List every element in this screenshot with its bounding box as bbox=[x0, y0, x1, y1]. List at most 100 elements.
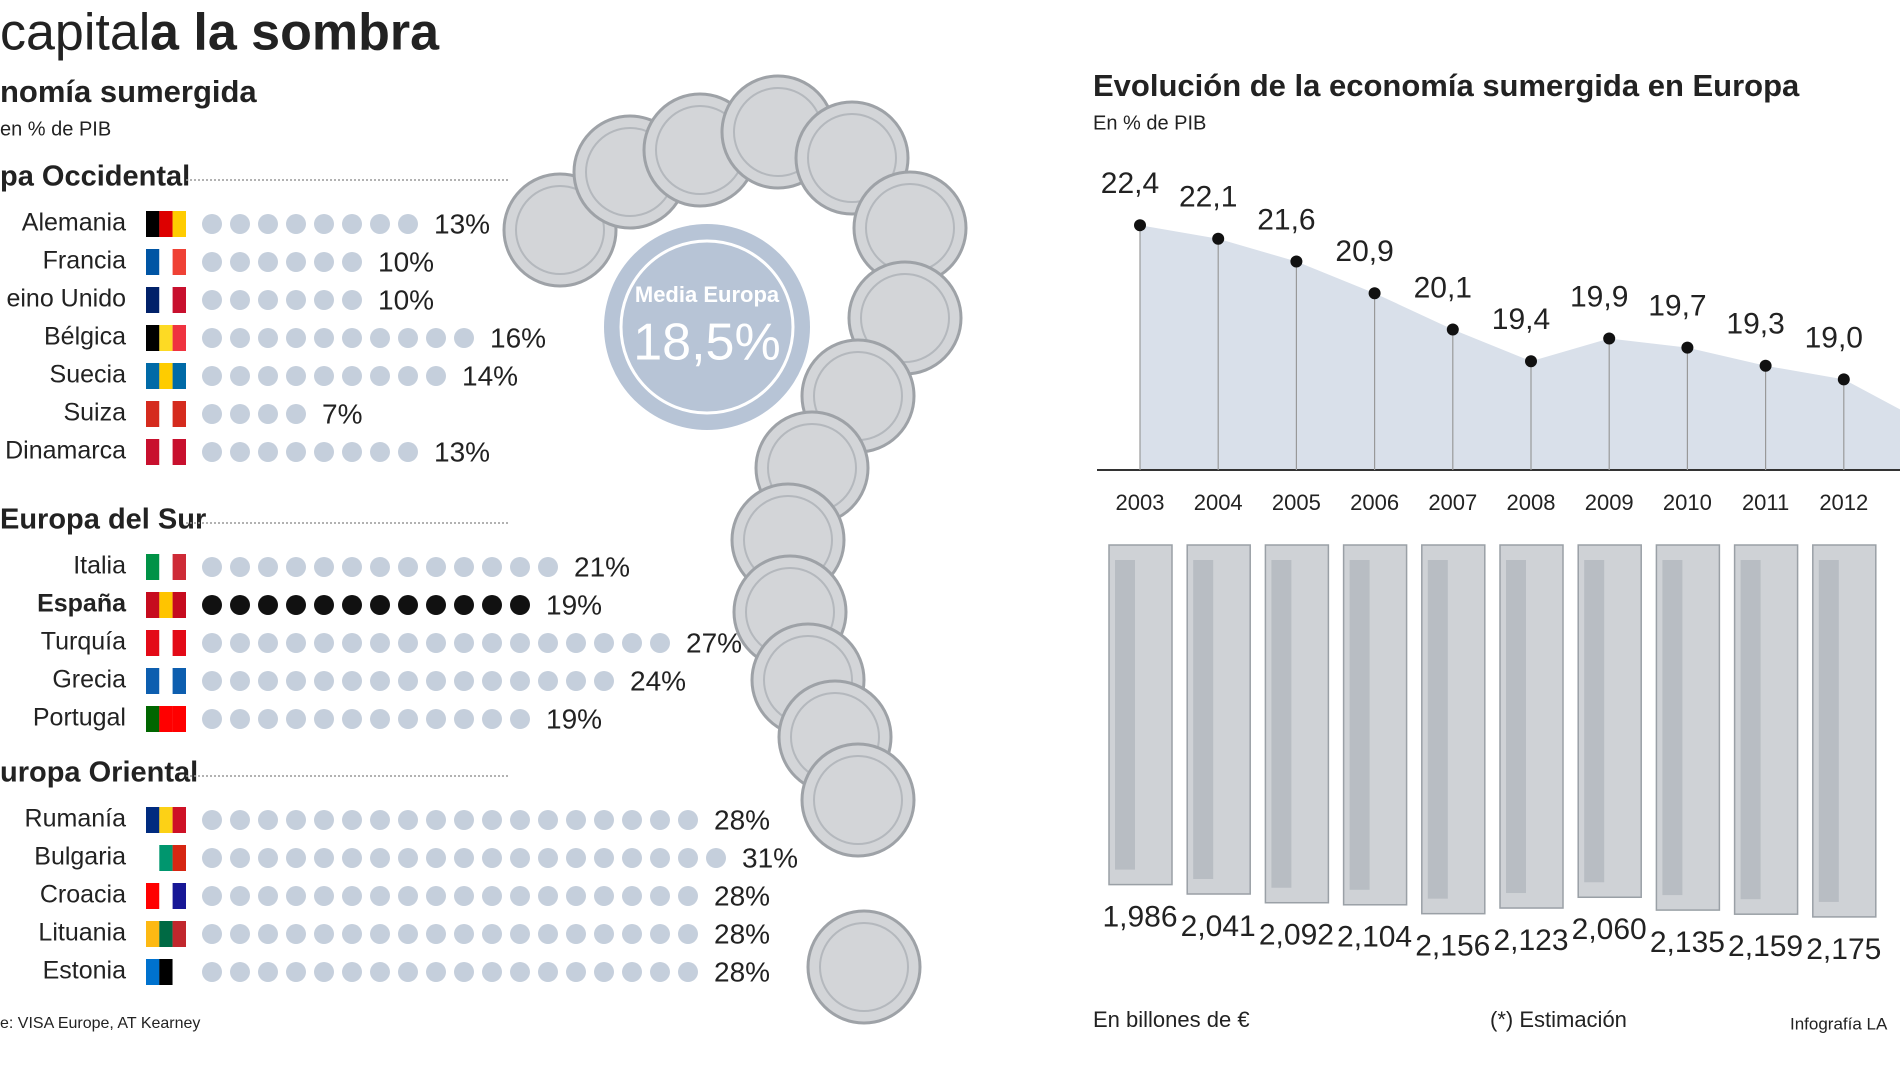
dot bbox=[482, 633, 502, 653]
dot bbox=[398, 214, 418, 234]
dot bbox=[258, 404, 278, 424]
dot bbox=[398, 886, 418, 906]
dot bbox=[258, 810, 278, 830]
left-subtitle: en % de PIB bbox=[0, 118, 111, 140]
group-header: Europa del Sur bbox=[0, 504, 206, 536]
banknote-shade bbox=[1271, 560, 1292, 888]
flag bbox=[159, 959, 173, 985]
dot bbox=[398, 595, 418, 615]
amount-label: 2,159 bbox=[1728, 930, 1803, 963]
value-label: 10% bbox=[378, 246, 434, 277]
dot bbox=[258, 328, 278, 348]
dot bbox=[398, 442, 418, 462]
point bbox=[1446, 323, 1459, 336]
dot bbox=[202, 557, 222, 577]
dot bbox=[650, 810, 670, 830]
dot bbox=[314, 366, 334, 386]
dot bbox=[286, 709, 306, 729]
dot bbox=[510, 886, 530, 906]
flag bbox=[172, 921, 186, 947]
dot bbox=[314, 557, 334, 577]
dot bbox=[314, 810, 334, 830]
dot bbox=[398, 848, 418, 868]
flag bbox=[172, 592, 186, 618]
flag bbox=[172, 249, 186, 275]
point bbox=[1212, 232, 1225, 245]
dot bbox=[286, 595, 306, 615]
point-label: 19,4 bbox=[1492, 303, 1550, 336]
dot bbox=[510, 709, 530, 729]
amount-label: 2,175 bbox=[1806, 933, 1881, 966]
dot bbox=[538, 886, 558, 906]
value-label: 7% bbox=[322, 398, 362, 429]
dot bbox=[202, 404, 222, 424]
dot bbox=[398, 328, 418, 348]
dot bbox=[538, 924, 558, 944]
dot bbox=[230, 404, 250, 424]
dot bbox=[426, 709, 446, 729]
dot bbox=[510, 924, 530, 944]
country-label: Italia bbox=[73, 552, 126, 580]
flag bbox=[146, 807, 160, 833]
dot bbox=[398, 633, 418, 653]
point-label: 20,1 bbox=[1414, 271, 1472, 304]
dot bbox=[286, 633, 306, 653]
dot bbox=[258, 886, 278, 906]
dot bbox=[398, 924, 418, 944]
amount-label: 2,092 bbox=[1259, 919, 1334, 952]
dot bbox=[510, 595, 530, 615]
dot bbox=[426, 810, 446, 830]
flag bbox=[159, 668, 173, 694]
dot bbox=[482, 962, 502, 982]
dot bbox=[230, 252, 250, 272]
group-header: uropa Oriental bbox=[0, 757, 198, 789]
dot bbox=[286, 404, 306, 424]
dot bbox=[594, 962, 614, 982]
banknote-shade bbox=[1662, 560, 1683, 896]
dot bbox=[454, 633, 474, 653]
dot bbox=[370, 366, 390, 386]
dot bbox=[566, 924, 586, 944]
point bbox=[1759, 359, 1772, 372]
dot bbox=[342, 633, 362, 653]
credit: Infografía LA bbox=[1790, 1014, 1888, 1033]
dot bbox=[398, 810, 418, 830]
flag bbox=[159, 706, 173, 732]
year-label: 2010 bbox=[1663, 490, 1712, 515]
dot bbox=[314, 848, 334, 868]
dot bbox=[398, 671, 418, 691]
banknote-shade bbox=[1193, 560, 1214, 880]
group-header: pa Occidental bbox=[0, 161, 190, 193]
country-label: Estonia bbox=[43, 957, 126, 985]
point bbox=[1134, 219, 1146, 232]
banknote-shade bbox=[1115, 560, 1135, 870]
banknote-shade bbox=[1818, 560, 1839, 902]
dot bbox=[286, 886, 306, 906]
dot bbox=[622, 810, 642, 830]
coin bbox=[800, 742, 916, 858]
dot bbox=[622, 848, 642, 868]
dot bbox=[202, 671, 222, 691]
point-label: 19,7 bbox=[1648, 290, 1706, 323]
dot bbox=[342, 810, 362, 830]
flag bbox=[159, 401, 173, 427]
dot bbox=[314, 709, 334, 729]
dot bbox=[202, 252, 222, 272]
flag bbox=[146, 630, 160, 656]
flag bbox=[172, 287, 186, 313]
flag bbox=[146, 883, 160, 909]
dot bbox=[454, 557, 474, 577]
dot bbox=[538, 810, 558, 830]
flag bbox=[172, 211, 186, 237]
dot bbox=[454, 810, 474, 830]
dot bbox=[566, 886, 586, 906]
dot bbox=[594, 633, 614, 653]
dot bbox=[622, 633, 642, 653]
country-label: Dinamarca bbox=[5, 437, 126, 465]
value-label: 31% bbox=[742, 842, 798, 873]
country-label: Portugal bbox=[33, 704, 126, 732]
dot bbox=[342, 848, 362, 868]
dot bbox=[538, 557, 558, 577]
dot bbox=[202, 886, 222, 906]
